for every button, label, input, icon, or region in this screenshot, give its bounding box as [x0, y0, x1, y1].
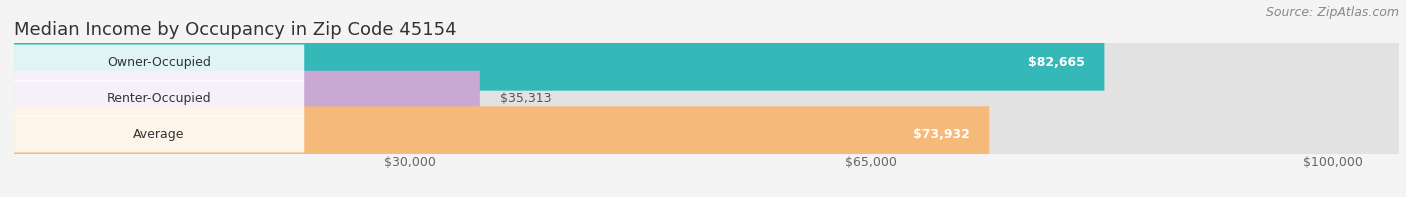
FancyBboxPatch shape [14, 35, 1104, 91]
FancyBboxPatch shape [14, 106, 1399, 162]
FancyBboxPatch shape [14, 71, 1399, 126]
Text: Renter-Occupied: Renter-Occupied [107, 92, 211, 105]
Text: $73,932: $73,932 [912, 128, 969, 141]
FancyBboxPatch shape [14, 116, 304, 152]
FancyBboxPatch shape [14, 106, 990, 162]
Text: $35,313: $35,313 [499, 92, 551, 105]
Text: Average: Average [134, 128, 186, 141]
FancyBboxPatch shape [14, 35, 1399, 91]
Text: Source: ZipAtlas.com: Source: ZipAtlas.com [1265, 6, 1399, 19]
FancyBboxPatch shape [14, 71, 479, 126]
Text: $82,665: $82,665 [1028, 56, 1084, 69]
Text: Median Income by Occupancy in Zip Code 45154: Median Income by Occupancy in Zip Code 4… [14, 21, 457, 39]
FancyBboxPatch shape [14, 45, 304, 81]
Text: Owner-Occupied: Owner-Occupied [107, 56, 211, 69]
FancyBboxPatch shape [14, 80, 304, 117]
